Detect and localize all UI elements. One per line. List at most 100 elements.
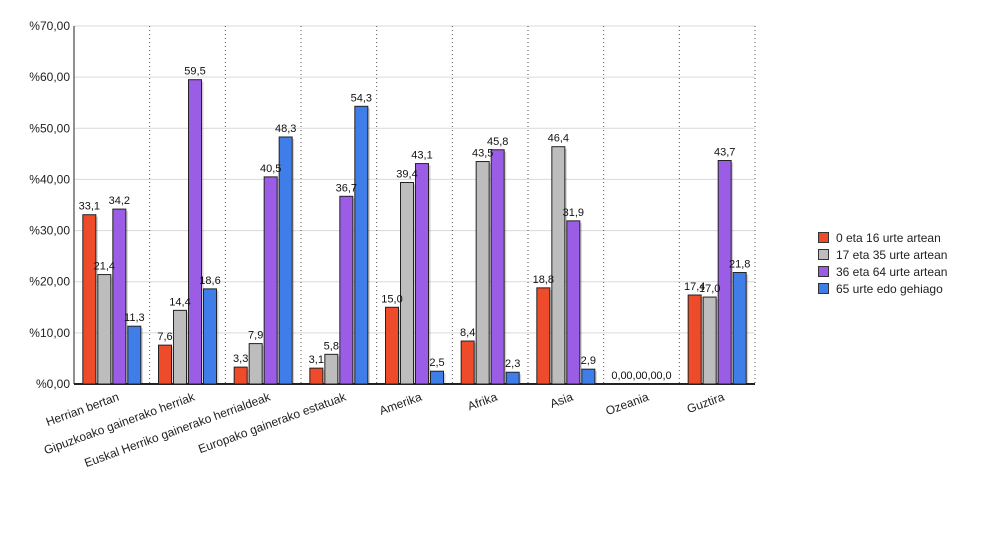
bar: [203, 288, 217, 385]
bar: [233, 366, 248, 385]
data-label: 39,4: [396, 168, 417, 180]
data-label: 3,3: [233, 353, 248, 365]
bar: [324, 353, 339, 385]
bar: [354, 105, 369, 385]
bar: [278, 136, 293, 385]
data-label: 2,3: [505, 358, 520, 370]
y-tick-label: %70,00: [29, 19, 70, 33]
bar: [536, 287, 551, 385]
bar: [581, 368, 596, 385]
legend-label: 0 eta 16 urte artean: [836, 230, 941, 245]
bar: [158, 344, 172, 385]
y-tick-label: %10,00: [29, 326, 70, 340]
data-label: 31,9: [563, 207, 584, 219]
data-label: 3,1: [309, 354, 324, 366]
data-label: 33,1: [79, 201, 100, 213]
bar: [460, 340, 475, 385]
data-label: 15,0: [381, 293, 402, 305]
data-label: 14,4: [169, 296, 190, 308]
data-label: 2,9: [581, 355, 596, 367]
bar: [732, 272, 747, 385]
bar: [400, 181, 414, 385]
bar: [263, 176, 278, 385]
data-label: 18,6: [199, 275, 220, 287]
data-label: 21,4: [94, 261, 115, 273]
x-category-label: Amerika: [377, 390, 423, 418]
y-tick-label: %20,00: [29, 275, 70, 289]
bar: [490, 149, 505, 385]
data-label: 54,3: [351, 92, 372, 104]
bar: [82, 214, 97, 385]
legend-swatch: [818, 266, 829, 277]
legend-item: 65 urte edo gehiago: [818, 280, 947, 297]
legend-item: 17 eta 35 urte artean: [818, 246, 947, 263]
legend: 0 eta 16 urte artean 17 eta 35 urte arte…: [818, 229, 947, 297]
y-tick-label: %40,00: [29, 172, 70, 186]
data-label: 36,7: [336, 182, 357, 194]
data-labels: 33,1 21,4 34,2 11,3 7,6 14,4 59,5 18,6 3,37,9 40,…: [79, 66, 751, 382]
y-tick-label: %0,00: [36, 377, 70, 391]
bar: [173, 309, 187, 385]
data-label: 17,4: [684, 281, 705, 293]
bar: [127, 325, 142, 385]
x-category-label: Guztira: [685, 390, 726, 416]
data-label: 5,8: [324, 340, 339, 352]
data-label: 18,8: [533, 274, 554, 286]
bar: [97, 274, 112, 385]
legend-label: 65 urte edo gehiago: [836, 281, 943, 296]
legend-item: 0 eta 16 urte artean: [818, 229, 947, 246]
bar: [551, 146, 566, 385]
bar: [717, 160, 732, 385]
y-tick-label: %30,00: [29, 224, 70, 238]
x-category-label: Asia: [548, 390, 575, 411]
bar: [309, 367, 324, 385]
y-tick-labels: %0,00 %10,00 %20,00 %30,00 %40,00 %50,00 %60,0…: [29, 19, 70, 391]
data-label: 0,0: [641, 370, 656, 382]
bar: [112, 208, 127, 385]
bar: [687, 294, 702, 385]
data-label: 17,0: [699, 283, 720, 295]
data-label: 43,1: [411, 150, 432, 162]
x-category-label: Ozeania: [604, 390, 651, 419]
x-category-label: Europako gainerako estatuak: [196, 389, 348, 456]
data-label: 40,5: [260, 163, 281, 175]
bar: [566, 220, 581, 385]
data-label: 48,3: [275, 123, 296, 135]
data-label: 43,7: [714, 147, 735, 159]
legend-swatch: [818, 283, 829, 294]
y-tick-label: %60,00: [29, 70, 70, 84]
y-tick-label: %50,00: [29, 121, 70, 135]
data-label: 7,9: [248, 330, 263, 342]
data-label: 0,0: [626, 370, 641, 382]
gridlines: [74, 25, 756, 384]
legend-label: 17 eta 35 urte artean: [836, 247, 948, 262]
data-label: 8,4: [460, 327, 475, 339]
data-label: 0,0: [656, 370, 671, 382]
data-label: 7,6: [157, 331, 172, 343]
legend-swatch: [818, 249, 829, 260]
data-label: 0,0: [611, 370, 626, 382]
bar: [385, 306, 399, 385]
bars: [82, 79, 749, 385]
data-label: 11,3: [124, 312, 145, 324]
bar: [702, 296, 717, 385]
x-category-label: Afrika: [466, 390, 500, 414]
data-label: 2,5: [429, 357, 444, 369]
data-label: 21,8: [729, 259, 750, 271]
bar: [430, 370, 444, 385]
bar: [505, 371, 520, 385]
data-label: 45,8: [487, 136, 508, 148]
bar: [415, 163, 429, 385]
bar: [339, 195, 354, 385]
legend-item: 36 eta 64 urte artean: [818, 263, 947, 280]
data-label: 46,4: [548, 133, 569, 145]
bar: [248, 343, 263, 385]
axes: [73, 26, 755, 385]
bar: [475, 161, 490, 385]
bar: [188, 79, 202, 385]
data-label: 34,2: [109, 195, 130, 207]
legend-label: 36 eta 64 urte artean: [836, 264, 948, 279]
